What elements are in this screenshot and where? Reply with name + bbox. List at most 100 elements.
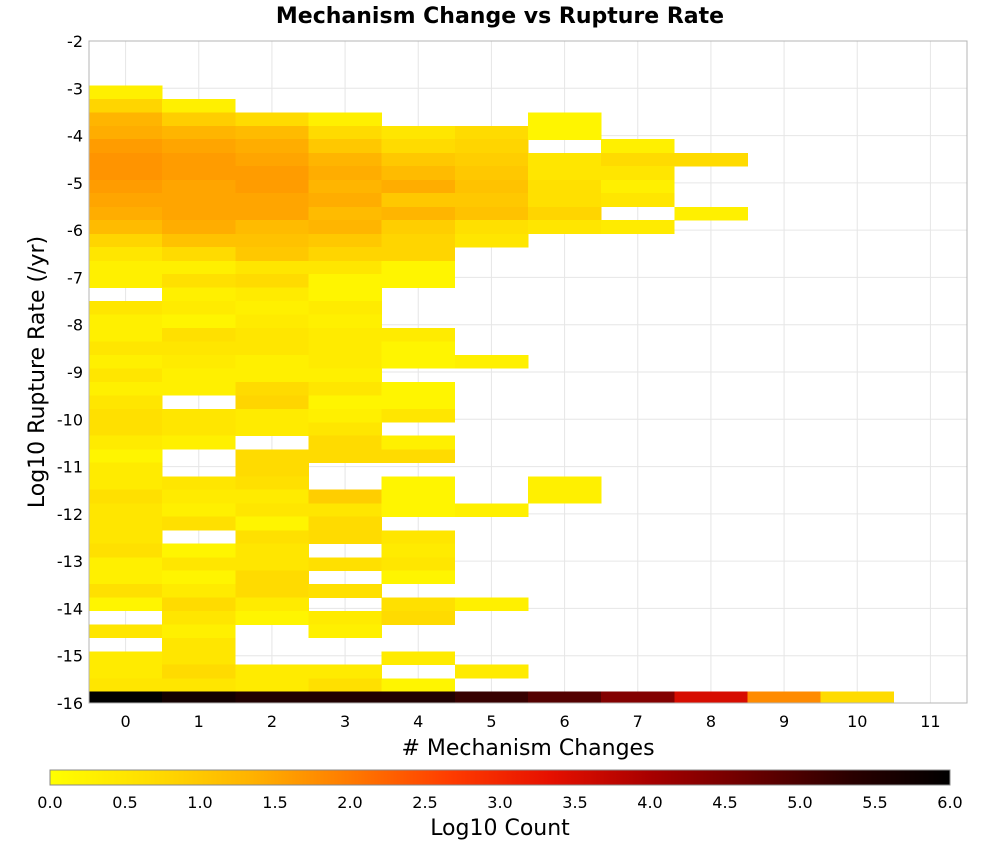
heatmap-cell xyxy=(89,597,163,612)
heatmap-cell xyxy=(308,381,382,396)
heatmap-cell xyxy=(235,422,309,437)
heatmap-cell xyxy=(308,166,382,180)
heatmap-cell xyxy=(89,543,163,558)
heatmap-cell xyxy=(235,516,309,531)
heatmap-cell xyxy=(89,206,163,221)
heatmap-cell xyxy=(235,584,309,598)
heatmap-cell xyxy=(381,354,456,369)
heatmap-cell xyxy=(381,651,456,666)
heatmap-cell xyxy=(308,139,382,154)
colorbar-tick-label: 5.0 xyxy=(787,793,812,812)
heatmap-cell xyxy=(674,691,748,704)
heatmap-cell xyxy=(381,126,456,140)
heatmap-cell xyxy=(235,287,309,302)
heatmap-cell xyxy=(89,314,163,329)
heatmap-cell xyxy=(454,166,529,180)
heatmap-cell xyxy=(162,678,236,693)
heatmap-cell xyxy=(454,664,529,679)
heatmap-cell xyxy=(162,152,236,167)
x-tick-label: 11 xyxy=(920,712,940,731)
heatmap-cell xyxy=(381,327,456,342)
heatmap-cell xyxy=(308,408,382,423)
heatmap-cell xyxy=(235,220,309,234)
heatmap-cells xyxy=(89,85,895,704)
x-tick-label: 2 xyxy=(267,712,277,731)
heatmap-cell xyxy=(235,449,309,464)
heatmap-cell xyxy=(89,624,163,639)
x-tick-label: 4 xyxy=(413,712,423,731)
heatmap-cell xyxy=(308,678,382,693)
heatmap-cell xyxy=(89,220,163,234)
heatmap-cell xyxy=(308,193,382,207)
heatmap-cell xyxy=(454,354,529,369)
heatmap-cell xyxy=(235,139,309,154)
y-tick-label: -11 xyxy=(57,458,83,477)
heatmap-cell xyxy=(162,408,236,423)
heatmap-cell xyxy=(820,691,895,704)
heatmap-cell xyxy=(235,126,309,140)
heatmap-cell xyxy=(235,395,309,410)
x-tick-label: 7 xyxy=(633,712,643,731)
heatmap-cell xyxy=(381,152,456,167)
heatmap-cell xyxy=(528,691,602,704)
heatmap-cell xyxy=(235,112,309,127)
heatmap-cell xyxy=(381,206,456,221)
heatmap-cell xyxy=(308,664,382,679)
heatmap-cell xyxy=(308,354,382,369)
heatmap-cell xyxy=(528,206,602,221)
heatmap-cell xyxy=(528,179,602,194)
heatmap-cell xyxy=(601,193,675,207)
heatmap-cell xyxy=(89,300,163,315)
heatmap-cell xyxy=(162,543,236,558)
heatmap-cell xyxy=(162,112,236,127)
heatmap-cell xyxy=(162,516,236,531)
heatmap-cell xyxy=(381,395,456,410)
y-tick-label: -9 xyxy=(67,363,83,382)
heatmap-cell xyxy=(235,193,309,207)
x-tick-label: 1 xyxy=(194,712,204,731)
colorbar-label: Log10 Count xyxy=(430,816,570,841)
heatmap-cell xyxy=(162,691,236,704)
heatmap-cell xyxy=(89,691,163,704)
heatmap-cell xyxy=(381,341,456,356)
heatmap-cell xyxy=(235,300,309,315)
heatmap-cell xyxy=(308,584,382,598)
heatmap-cell xyxy=(235,543,309,558)
heatmap-cell xyxy=(235,247,309,261)
heatmap-cell xyxy=(308,152,382,167)
heatmap-cell xyxy=(454,139,529,154)
heatmap-cell xyxy=(308,327,382,342)
heatmap-cell xyxy=(162,422,236,437)
y-tick-labels: -2 -3 -4 -5 -6 -7 -8 -9 -10 -11 -12 -13 -14 -15 -16 xyxy=(57,32,83,713)
heatmap-cell xyxy=(162,368,236,383)
heatmap-cell xyxy=(308,368,382,383)
heatmap-cell xyxy=(89,557,163,572)
y-tick-label: -5 xyxy=(67,174,83,193)
heatmap-cell xyxy=(162,139,236,154)
heatmap-cell xyxy=(601,152,675,167)
heatmap-cell xyxy=(308,112,382,127)
heatmap-cell xyxy=(308,557,382,572)
heatmap-cell xyxy=(308,624,382,639)
heatmap-cell xyxy=(308,247,382,261)
heatmap-cell xyxy=(381,220,456,234)
y-tick-label: -6 xyxy=(67,221,83,240)
heatmap-cell xyxy=(162,435,236,450)
heatmap-cell xyxy=(162,570,236,585)
heatmap-cell xyxy=(308,691,382,704)
heatmap-cell xyxy=(89,341,163,356)
x-axis-label: # Mechanism Changes xyxy=(401,736,654,761)
heatmap-cell xyxy=(89,354,163,369)
heatmap-cell xyxy=(381,678,456,693)
heatmap-cell xyxy=(89,368,163,383)
heatmap-cell xyxy=(162,220,236,234)
heatmap-cell xyxy=(89,395,163,410)
heatmap-cell xyxy=(89,651,163,666)
x-tick-label: 3 xyxy=(340,712,350,731)
heatmap-cell xyxy=(89,139,163,154)
heatmap-cell xyxy=(162,260,236,275)
heatmap-cell xyxy=(601,166,675,180)
heatmap-cell xyxy=(89,530,163,545)
heatmap-cell xyxy=(308,503,382,518)
